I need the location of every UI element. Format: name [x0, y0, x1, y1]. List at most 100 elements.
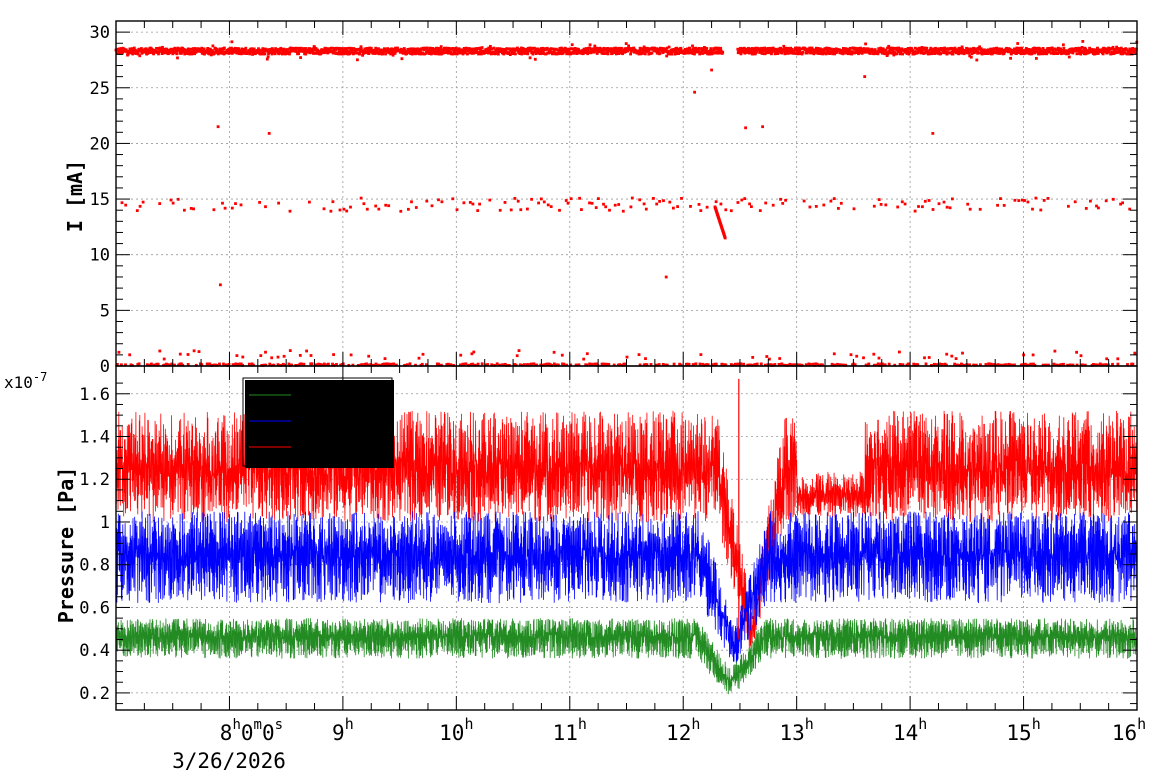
current-point: [489, 45, 492, 48]
current-point: [276, 48, 280, 52]
current-point: [522, 47, 526, 51]
current-point: [136, 50, 140, 53]
current-point: [273, 52, 277, 56]
current-point: [932, 362, 936, 366]
current-point: [1075, 363, 1079, 367]
current-point: [234, 362, 238, 366]
current-point: [1073, 200, 1077, 204]
current-point: [192, 49, 196, 53]
current-point: [200, 51, 204, 55]
current-point: [736, 51, 740, 55]
current-point: [1079, 47, 1082, 51]
current-point: [231, 363, 235, 366]
current-point: [625, 355, 629, 359]
current-point: [714, 200, 718, 204]
current-point: [950, 354, 954, 358]
current-point: [658, 52, 662, 55]
current-point: [501, 50, 505, 54]
pressure-panel: 0.2 0.4 0.6 0.8 1 1.2 1.4 1.6: [79, 365, 1138, 711]
current-point: [183, 208, 186, 212]
current-point: [929, 46, 933, 50]
current-point: [1013, 198, 1017, 202]
current-point: [966, 47, 970, 51]
current-point: [815, 46, 818, 50]
current-point: [205, 48, 209, 52]
current-point: [471, 49, 475, 53]
current-point: [308, 47, 311, 50]
current-point: [391, 48, 395, 51]
current-point: [687, 362, 691, 366]
current-point: [429, 50, 433, 53]
current-point: [617, 52, 621, 55]
current-point: [342, 207, 346, 211]
current-point: [736, 362, 740, 366]
current-point: [377, 207, 381, 211]
current-point: [1128, 207, 1132, 211]
current-point: [736, 201, 740, 204]
current-point: [138, 54, 142, 58]
x-tick-hour: 14: [893, 721, 918, 745]
current-point: [709, 49, 712, 53]
current-point: [800, 52, 804, 56]
current-point: [668, 200, 672, 204]
current-point: [211, 49, 214, 52]
current-point: [743, 47, 746, 50]
current-point: [130, 49, 133, 53]
current-point: [603, 362, 607, 366]
current-point: [403, 363, 406, 367]
current-point: [642, 363, 646, 367]
current-point: [1133, 47, 1137, 51]
current-point: [998, 52, 1002, 55]
current-point: [347, 46, 351, 50]
current-point: [471, 362, 475, 366]
current-point: [1071, 51, 1075, 55]
current-point: [694, 362, 698, 366]
current-point: [248, 52, 252, 56]
current-point: [832, 47, 836, 51]
current-point: [367, 50, 371, 54]
current-point: [763, 46, 767, 50]
current-point: [637, 52, 641, 56]
current-point: [862, 356, 865, 360]
current-point: [718, 51, 721, 55]
current-point: [877, 47, 881, 50]
current-point: [1074, 47, 1078, 50]
current-point: [869, 52, 872, 55]
current-point: [272, 363, 276, 367]
current-point: [254, 52, 257, 56]
current-point: [1096, 363, 1099, 367]
current-point: [903, 50, 907, 54]
current-point: [792, 49, 795, 53]
current-point: [1081, 363, 1084, 367]
current-point: [1081, 40, 1085, 43]
current-decay-point: [723, 236, 727, 240]
current-point: [339, 50, 343, 53]
current-point: [887, 362, 891, 366]
current-point: [1021, 49, 1024, 53]
current-point: [125, 50, 129, 53]
current-point: [782, 44, 786, 48]
current-point: [618, 47, 621, 51]
current-point: [409, 47, 413, 51]
current-point: [951, 197, 954, 201]
current-point: [529, 46, 533, 50]
current-point: [802, 199, 806, 203]
current-point: [311, 52, 315, 55]
current-point: [1034, 196, 1038, 200]
current-point: [601, 50, 605, 54]
current-point: [839, 201, 843, 205]
current-point: [186, 363, 190, 366]
current-point: [720, 362, 724, 366]
current-point: [124, 203, 128, 207]
current-point: [1008, 48, 1012, 52]
current-point: [487, 48, 491, 52]
current-point: [480, 362, 484, 366]
current-point: [750, 47, 754, 50]
current-point: [760, 52, 764, 55]
current-point: [572, 48, 576, 52]
current-point: [825, 46, 829, 50]
current-point: [408, 362, 412, 366]
current-point: [131, 52, 135, 56]
current-point: [784, 198, 787, 202]
